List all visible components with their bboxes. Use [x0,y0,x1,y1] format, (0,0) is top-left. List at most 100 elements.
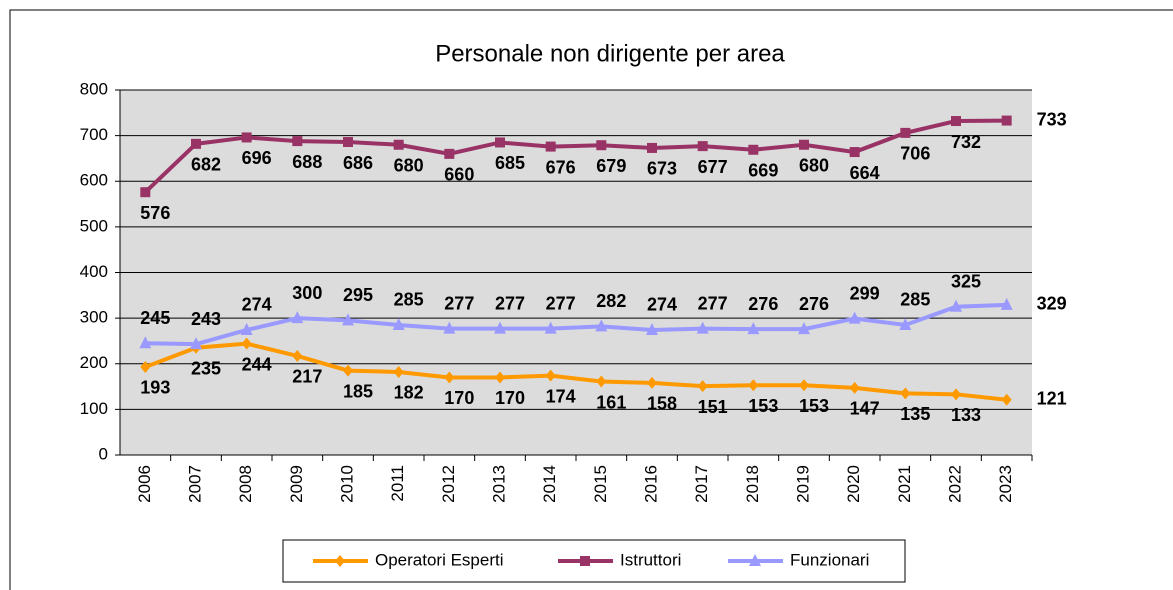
x-tick-label: 2011 [388,465,407,502]
chart-title: Personale non dirigente per area [435,40,785,67]
data-label: 285 [900,290,930,310]
data-label: 277 [546,293,576,313]
data-label: 217 [292,367,322,387]
marker [1001,393,1012,406]
marker [343,137,353,148]
marker [799,139,809,150]
x-tick-label: 2006 [135,465,154,503]
marker [444,371,455,384]
data-label: 664 [850,163,880,183]
marker [748,379,759,392]
legend-label: Funzionari [790,550,869,569]
data-label: 669 [748,161,778,181]
marker [494,321,506,334]
x-tick-label: 2014 [540,465,559,503]
marker [545,369,556,382]
y-tick-label: 800 [80,79,108,98]
x-tick-label: 2018 [743,465,762,503]
marker [335,555,345,567]
marker [1000,297,1013,310]
x-tick-label: 2013 [489,465,508,503]
data-label: 170 [495,388,525,408]
series-line [144,341,1007,402]
data-label: 153 [748,396,778,416]
marker [849,147,860,158]
y-tick-label: 100 [80,399,108,418]
data-label: 299 [850,283,880,303]
marker [950,299,962,312]
data-label: 277 [698,293,728,313]
marker [292,349,303,362]
data-label: 147 [850,399,880,419]
data-label: 660 [444,165,474,185]
x-tick-label: 2016 [641,465,660,503]
marker [544,321,557,334]
data-label: 680 [799,156,829,176]
marker [646,322,658,335]
marker [393,139,404,150]
data-label: 285 [394,290,424,310]
data-label: 185 [343,381,373,401]
marker [696,321,709,334]
data-label: 235 [191,359,221,379]
data-label: 276 [799,294,829,314]
data-label: 682 [191,155,221,175]
data-label: 282 [596,291,626,311]
data-label: 732 [951,132,981,152]
x-tick-label: 2015 [591,465,610,503]
data-label: 277 [444,293,474,313]
data-label: 733 [1037,109,1067,129]
data-label: 158 [647,394,677,414]
data-label: 329 [1037,294,1067,314]
data-label: 277 [495,293,525,313]
data-label: 243 [191,309,221,329]
marker [596,140,607,151]
legend-label: Istruttori [620,550,681,569]
x-tick-label: 2023 [996,465,1015,503]
marker [580,556,590,566]
marker [190,337,202,350]
marker [798,322,810,335]
marker [749,554,761,566]
series-line [145,302,1007,347]
y-tick-label: 0 [99,444,108,463]
marker [392,317,405,330]
data-label: 679 [596,156,626,176]
legend-label: Operatori Esperti [375,550,504,569]
y-tick-label: 400 [80,262,108,281]
marker [393,365,404,378]
data-label: 576 [140,203,170,223]
marker [495,137,505,148]
data-label: 706 [900,144,930,164]
marker [240,322,253,335]
data-label: 696 [242,148,272,168]
marker [900,127,911,138]
marker [900,387,911,400]
data-label: 686 [343,153,373,173]
x-tick-label: 2009 [287,465,306,503]
data-label: 151 [698,397,728,417]
data-label: 193 [140,378,170,398]
x-tick-label: 2022 [945,465,964,503]
marker [545,141,556,152]
marker [848,311,861,324]
marker [241,337,252,350]
marker [647,376,657,389]
marker [596,375,607,388]
marker [342,313,354,326]
data-label: 276 [748,294,778,314]
marker [292,136,303,147]
data-label: 300 [292,283,322,303]
data-label: 673 [647,159,677,179]
x-tick-label: 2021 [895,465,914,503]
x-tick-label: 2020 [844,465,863,503]
data-label: 325 [951,271,981,291]
marker [1001,115,1012,126]
marker [849,381,860,394]
data-label: 121 [1037,389,1067,409]
marker [799,379,809,392]
marker [343,364,353,377]
x-tick-label: 2008 [236,465,255,503]
marker [291,311,304,324]
data-label: 133 [951,405,981,425]
